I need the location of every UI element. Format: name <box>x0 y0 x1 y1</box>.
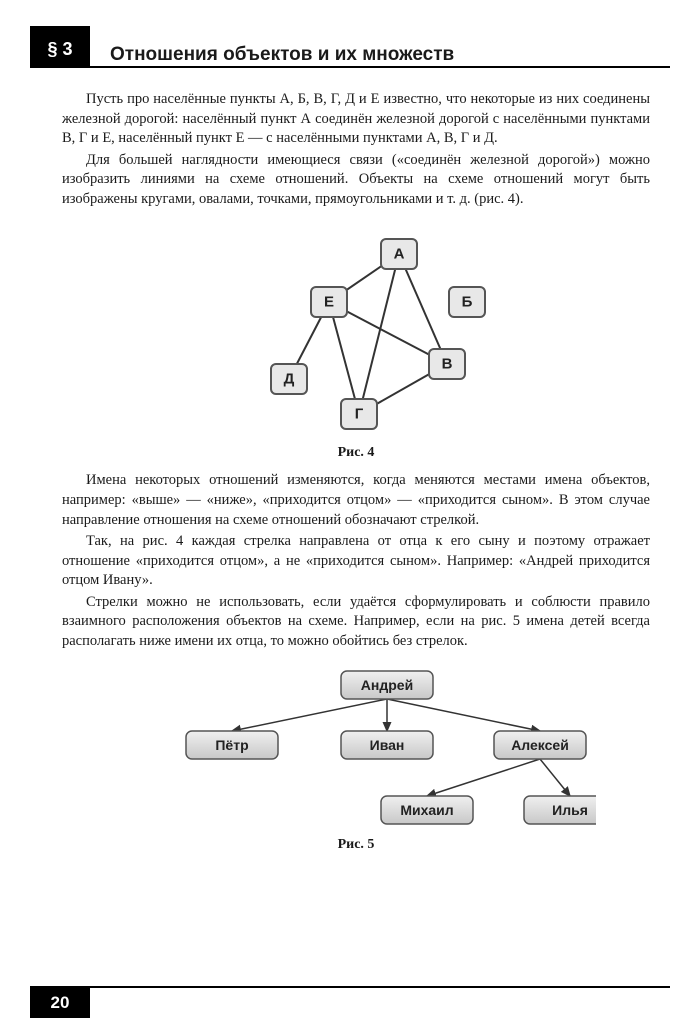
svg-text:А: А <box>394 246 405 263</box>
paragraph: Стрелки можно не использовать, если удаё… <box>62 593 650 652</box>
header-divider <box>30 66 670 68</box>
paragraph: Для большей наглядности имеющиеся связи … <box>62 151 650 210</box>
page-content: Пусть про населённые пункты А, Б, В, Г, … <box>62 90 650 863</box>
page-header: § 3 Отношения объектов и их множеств <box>0 36 700 66</box>
footer-divider <box>30 986 670 988</box>
svg-text:Андрей: Андрей <box>361 677 413 693</box>
svg-text:В: В <box>442 356 453 373</box>
section-tab: § 3 <box>30 26 90 66</box>
paragraph: Так, на рис. 4 каждая стрелка направлена… <box>62 532 650 591</box>
svg-text:Б: Б <box>462 294 473 311</box>
paragraph: Имена некоторых отношений изменяются, ко… <box>62 471 650 530</box>
paragraph: Пусть про населённые пункты А, Б, В, Г, … <box>62 90 650 149</box>
svg-text:Илья: Илья <box>552 802 588 818</box>
svg-text:Д: Д <box>284 371 295 388</box>
figure-5-diagram: Андрей Пётр Иван Алексей Михаил Илья <box>116 661 596 831</box>
svg-text:Е: Е <box>324 294 334 311</box>
svg-text:Алексей: Алексей <box>511 737 569 753</box>
svg-text:Иван: Иван <box>370 737 405 753</box>
section-number: § 3 <box>47 39 72 60</box>
figure-4-diagram: А Б Е Д В Г <box>211 219 501 439</box>
section-title: Отношения объектов и их множеств <box>110 44 454 66</box>
page-number: 20 <box>51 993 70 1013</box>
svg-text:Г: Г <box>355 406 364 423</box>
svg-text:Пётр: Пётр <box>215 737 248 753</box>
figure-5-caption: Рис. 5 <box>62 837 650 853</box>
page-number-tab: 20 <box>30 988 90 1018</box>
figure-4-caption: Рис. 4 <box>62 445 650 461</box>
svg-text:Михаил: Михаил <box>400 802 453 818</box>
